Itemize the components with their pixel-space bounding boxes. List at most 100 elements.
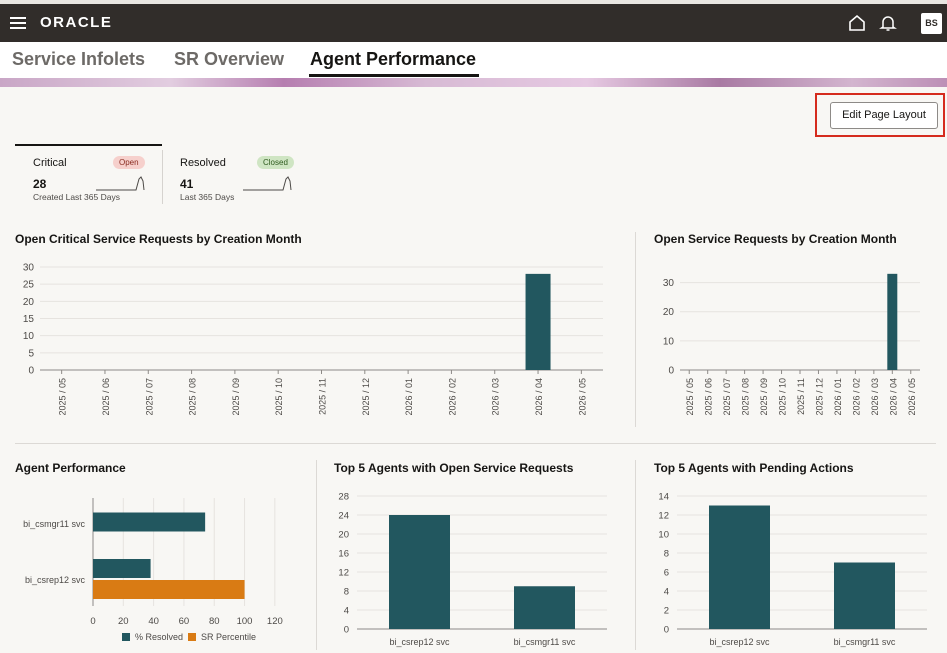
x-tick-label: 2025 / 07 <box>722 378 732 416</box>
y-tick-label: 12 <box>338 568 349 579</box>
y-tick-label: 20 <box>23 297 35 308</box>
x-tick-label: 2025 / 05 <box>58 378 68 416</box>
y-tick-label: 12 <box>658 511 669 522</box>
x-tick-label: 2025 / 10 <box>274 378 284 416</box>
divider <box>316 460 317 650</box>
avatar[interactable]: BS <box>921 13 942 34</box>
home-icon[interactable] <box>848 14 866 32</box>
oracle-logo[interactable]: ORACLE <box>40 14 113 31</box>
x-tick-label: 2026 / 03 <box>870 378 880 416</box>
tab-agent-performance[interactable]: Agent Performance <box>310 49 477 69</box>
tab-service-infolets[interactable]: Service Infolets <box>12 49 146 69</box>
legend-label: % Resolved <box>135 632 183 642</box>
legend-label: SR Percentile <box>201 632 256 642</box>
infolet-count: 41 <box>180 177 194 191</box>
divider <box>15 443 936 444</box>
x-tick-label: 2026 / 04 <box>534 378 544 416</box>
x-tick-label: bi_csmgr11 svc <box>514 637 576 647</box>
y-tick-label: 20 <box>663 307 675 318</box>
edit-page-layout-button[interactable]: Edit Page Layout <box>830 102 938 129</box>
bar <box>834 562 895 629</box>
decorative-banner <box>0 78 947 87</box>
x-tick-label: 60 <box>179 616 190 627</box>
x-tick-label: bi_csrep12 svc <box>709 637 770 647</box>
x-tick-label: 100 <box>237 616 253 627</box>
x-tick-label: 2025 / 11 <box>318 378 328 415</box>
top5-open-sr-chart: 0 4 8 12 16 20 24 28 bi_csrep12 svc bi_csmgr11 sv… <box>338 492 607 647</box>
y-tick-label: 25 <box>23 280 35 291</box>
y-tick-label: 28 <box>338 492 349 503</box>
x-tick-label: 2025 / 09 <box>759 378 769 416</box>
status-badge: Closed <box>257 156 294 169</box>
bar <box>93 512 206 532</box>
chart-title: Open Critical Service Requests by Creati… <box>15 232 302 246</box>
y-tick-label: 4 <box>344 606 349 617</box>
page-tabs: Service Infolets SR Overview Agent Perfo… <box>0 42 947 78</box>
y-tick-label: 0 <box>664 625 669 636</box>
bar <box>93 580 245 599</box>
highlight-frame <box>815 93 945 137</box>
x-tick-label: 2026 / 01 <box>404 378 414 416</box>
x-tick-label: 2026 / 01 <box>833 378 843 416</box>
y-tick-label: 14 <box>658 492 669 503</box>
bar <box>389 515 450 629</box>
x-tick-label: 80 <box>209 616 220 627</box>
x-tick-label: 40 <box>148 616 159 627</box>
x-tick-label: 2025 / 12 <box>361 378 371 416</box>
x-tick-label: 2026 / 05 <box>577 378 587 416</box>
x-tick-label: 2026 / 03 <box>491 378 501 416</box>
sparkline <box>243 176 292 191</box>
y-tick-label: 10 <box>663 336 675 347</box>
infolet-resolved[interactable]: Resolved Closed 41 Last 365 Days <box>180 145 300 205</box>
x-tick-label: 2025 / 08 <box>741 378 751 416</box>
bar <box>887 273 898 370</box>
x-tick-label: 2025 / 06 <box>101 378 111 416</box>
y-tick-label: bi_csmgr11 svc <box>23 519 85 529</box>
x-tick-label: 120 <box>267 616 283 627</box>
x-tick-label: 2025 / 05 <box>685 378 695 416</box>
x-tick-label: bi_csrep12 svc <box>389 637 450 647</box>
x-tick-label: 0 <box>90 616 95 627</box>
divider <box>635 460 636 650</box>
x-tick-label: 2026 / 02 <box>447 378 457 416</box>
tab-sr-overview[interactable]: SR Overview <box>174 49 285 69</box>
bar <box>514 586 575 629</box>
chart-title: Agent Performance <box>15 461 126 475</box>
infolet-active-indicator <box>15 144 162 146</box>
y-tick-label: 20 <box>338 530 349 541</box>
status-badge: Open <box>113 156 145 169</box>
x-tick-label: 2025 / 07 <box>144 378 154 416</box>
y-tick-label: 2 <box>664 606 669 617</box>
chart-title: Open Service Requests by Creation Month <box>654 232 897 246</box>
bell-icon[interactable] <box>879 14 897 32</box>
y-tick-label: 0 <box>28 366 34 377</box>
y-tick-label: 0 <box>668 366 674 377</box>
y-tick-label: 16 <box>338 549 349 560</box>
menu-icon[interactable] <box>10 17 26 29</box>
infolet-subtitle: Created Last 365 Days <box>33 192 120 202</box>
top-bar: ORACLE BS <box>0 0 947 42</box>
open-sr-chart: 0 10 20 30 2025 / 05 2025 / 06 2025 / 07 2025 /… <box>663 273 920 416</box>
infolet-title: Resolved <box>180 157 226 169</box>
y-tick-label: 6 <box>664 568 669 579</box>
y-tick-label: 10 <box>23 331 35 342</box>
x-tick-label: 2025 / 08 <box>188 378 198 416</box>
x-tick-label: 2026 / 04 <box>888 378 898 416</box>
y-tick-label: bi_csrep12 svc <box>25 575 86 585</box>
x-tick-label: 2025 / 09 <box>231 378 241 416</box>
infolet-count: 28 <box>33 177 47 191</box>
bar <box>709 505 770 629</box>
x-tick-label: 20 <box>118 616 129 627</box>
legend-swatch <box>188 633 196 641</box>
y-tick-label: 30 <box>663 278 675 289</box>
top5-pending-chart: 0 2 4 6 8 10 12 14 bi_csrep12 svc bi_csmgr11 svc <box>658 492 927 647</box>
x-tick-label: 2026 / 02 <box>851 378 861 416</box>
x-tick-label: 2026 / 05 <box>907 378 917 416</box>
infolet-critical[interactable]: Critical Open 28 Created Last 365 Days <box>33 145 153 205</box>
y-tick-label: 15 <box>23 314 35 325</box>
open-critical-sr-chart: 0 5 10 15 20 25 30 2025 / 05 2025 / 06 2025 / 07 2… <box>23 263 603 416</box>
bar <box>93 559 151 578</box>
infolet-title: Critical <box>33 157 67 169</box>
y-tick-label: 24 <box>338 511 349 522</box>
y-tick-label: 4 <box>664 587 669 598</box>
